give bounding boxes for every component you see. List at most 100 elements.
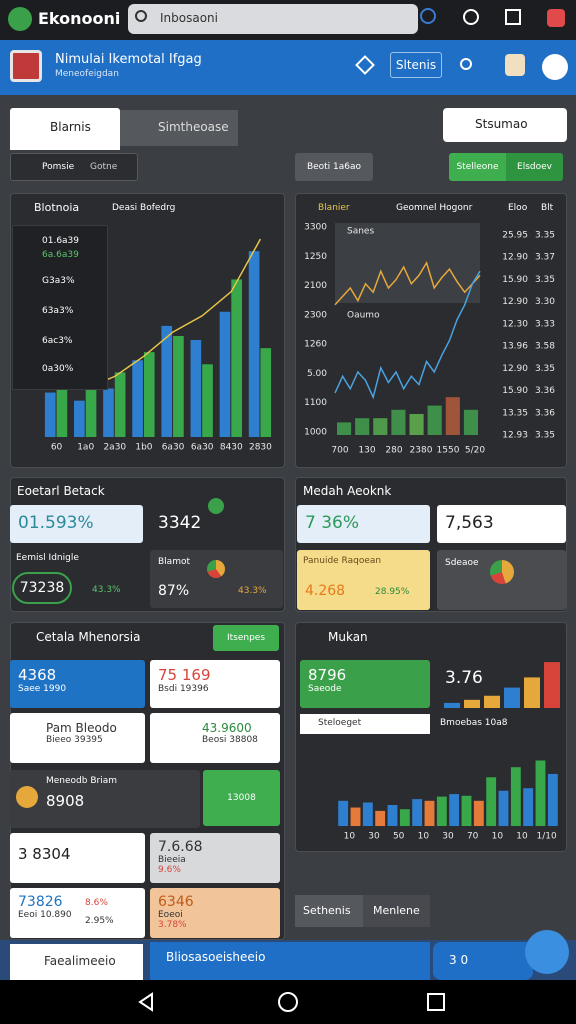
panel-title: Cetala Mhenorsia [36, 630, 141, 644]
column-head: Blt [541, 203, 554, 213]
x-tick-label: 1550 [437, 446, 460, 456]
bar [350, 807, 361, 826]
header-title: Nimulai Ikemotal Ifgag [55, 52, 202, 67]
card-change: 2.95% [85, 916, 114, 926]
bar [362, 802, 373, 826]
dropdown[interactable]: Stsumao [443, 108, 567, 142]
bottom-controls[interactable]: 3 0 [433, 942, 533, 980]
card-value: 75 169 [158, 666, 211, 684]
home-button[interactable] [278, 992, 298, 1012]
card-change: 3.78% [158, 920, 187, 930]
tab-active[interactable]: Blarnis [10, 108, 120, 150]
app-icon[interactable] [8, 7, 32, 31]
card-value: 7.6.68 [158, 839, 203, 855]
table-cell: 25.95 [502, 231, 528, 241]
mukan-chart: 10 30 50 10 30 70 10 10 1/10 [338, 760, 558, 842]
search-box[interactable] [128, 4, 418, 34]
bar [523, 788, 534, 826]
action-button[interactable]: Stelleone [449, 153, 506, 181]
card-sub: Eeoi 10.890 [18, 910, 72, 920]
side-title: Blamot [158, 557, 190, 567]
card-sub: Bieeia [158, 855, 186, 865]
tab[interactable]: Sethenis [295, 895, 363, 927]
card-sub: Saeode [308, 684, 342, 694]
panel-subtitle: Geomnel Hogonr [396, 203, 473, 213]
filter-box[interactable] [10, 153, 138, 181]
stat-card: 01.593% [10, 505, 143, 543]
y-tick-label: 5.00 [307, 369, 327, 379]
bottom-card[interactable]: Faealimeeio [10, 944, 143, 980]
action-button[interactable]: Elsdoev [506, 153, 563, 181]
card-change: 8.6% [85, 898, 108, 908]
header [0, 40, 576, 95]
table-cell: 3.36 [535, 386, 555, 396]
side-card [150, 550, 283, 608]
profile[interactable] [542, 54, 568, 80]
bar [504, 687, 520, 708]
y-tick-label: 1260 [304, 340, 327, 350]
detail-card: Pam Bleodo Bieeo 39395 [10, 713, 145, 763]
bar [424, 800, 435, 826]
x-tick-label: 5/20 [465, 446, 485, 456]
card-change: 28.95% [375, 587, 410, 597]
series-line [334, 270, 481, 400]
stat-value: 3342 [158, 513, 202, 533]
panel-button[interactable]: Itsenpes [213, 625, 279, 651]
bar [547, 773, 558, 826]
stat-change: 43.3% [92, 585, 121, 595]
x-tick-label: 6a30 [162, 443, 185, 453]
x-tick-label: 10 [492, 832, 504, 842]
table-cell: 3.35 [535, 431, 555, 441]
calendar-icon[interactable] [505, 9, 521, 25]
bar [260, 348, 272, 437]
bar [373, 418, 388, 435]
bar [399, 809, 410, 826]
x-tick-label: 280 [385, 446, 402, 456]
avatar[interactable] [505, 54, 525, 76]
bar [173, 336, 184, 437]
x-tick-label: 30 [442, 832, 454, 842]
tab[interactable]: Menlene [363, 895, 430, 927]
notify-icon[interactable] [547, 9, 565, 27]
table-cell: 12.90 [502, 364, 528, 374]
tab[interactable]: Simtheoase [120, 110, 238, 146]
header-button[interactable]: Sltenis [390, 52, 442, 78]
side-title: Sdeaoe [445, 558, 479, 568]
fab[interactable] [525, 930, 569, 974]
card-sub: Beosi 38808 [202, 735, 258, 745]
clock-icon[interactable] [463, 9, 479, 25]
table-cell: 3.36 [535, 408, 555, 418]
search-button[interactable] [460, 58, 472, 70]
bottom-banner[interactable]: Bliosasoeisheeio [150, 942, 430, 980]
table-cell: 12.30 [502, 319, 528, 329]
detail-card: 6346 Eoeoi 3.78% [150, 888, 280, 938]
table-cell: 3.35 [535, 275, 555, 285]
x-tick-label: 60 [51, 443, 63, 453]
bar [473, 800, 484, 826]
card-value: 6346 [158, 894, 194, 910]
y-tick-label: 2100 [304, 281, 327, 291]
recent-button[interactable] [427, 993, 445, 1011]
table-cell: 3.58 [535, 342, 555, 352]
x-tick-label: 10 [344, 832, 356, 842]
bar [248, 251, 260, 437]
bar [524, 677, 540, 708]
toolbar-button[interactable]: Beoti 1a6ao [295, 153, 373, 181]
card-sub: Saee 1990 [18, 684, 67, 694]
bar [464, 699, 480, 708]
side-change: 43.3% [238, 586, 267, 596]
card-sub: Bsdi 19396 [158, 684, 209, 694]
table-cell: 15.90 [502, 386, 528, 396]
card-value: 73826 [18, 894, 63, 910]
table-cell: 3.33 [535, 319, 555, 329]
mic-icon[interactable] [420, 8, 436, 24]
column-head: Eloo [508, 203, 528, 213]
bar [463, 409, 478, 435]
y-tick-label: 1250 [304, 252, 327, 262]
card-sub: Eoeoi [158, 910, 183, 920]
bar [338, 800, 349, 826]
bar [436, 796, 447, 826]
back-button[interactable] [138, 992, 153, 1012]
table-cell: 13.96 [502, 342, 528, 352]
chart-highlight [335, 223, 480, 303]
